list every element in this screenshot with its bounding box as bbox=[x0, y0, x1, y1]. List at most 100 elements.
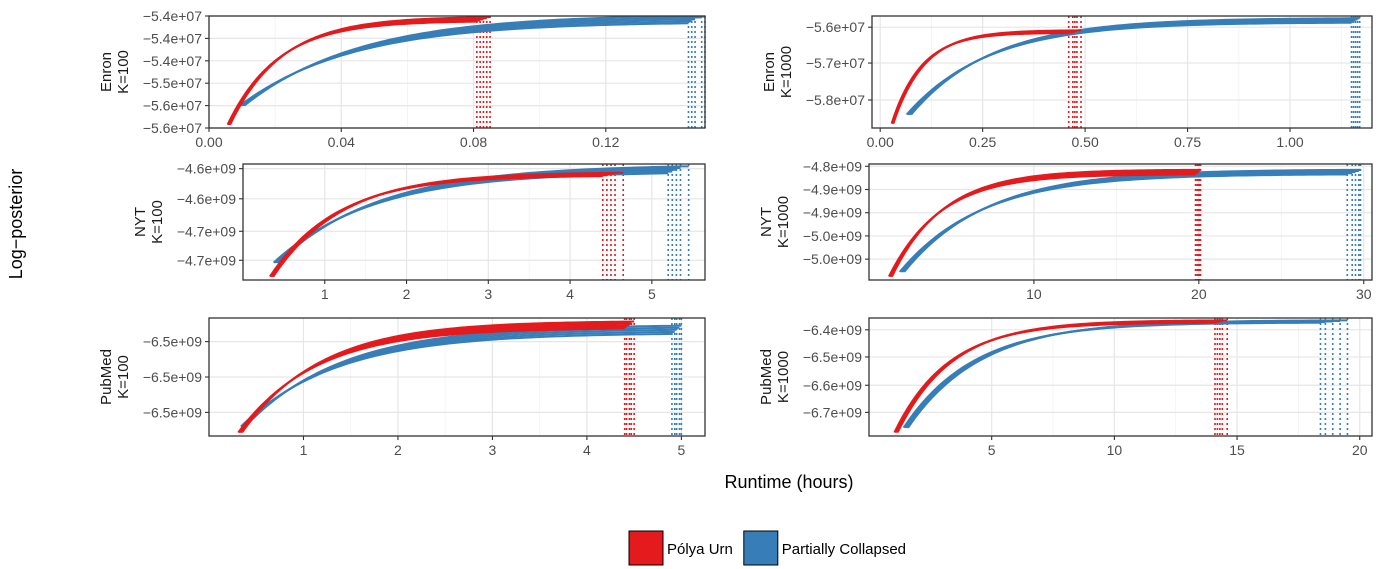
facet-strip-line: Enron bbox=[98, 52, 115, 92]
y-tick-label: −5.7e+07 bbox=[806, 55, 865, 71]
facet-strip-line: K=1000 bbox=[778, 46, 795, 98]
x-tick-label: 15 bbox=[1229, 442, 1245, 458]
panel-border bbox=[242, 163, 706, 281]
y-tick-label: −4.9e+09 bbox=[803, 182, 862, 198]
series-line bbox=[229, 16, 491, 126]
panel-background bbox=[869, 164, 1372, 280]
facet-strip-label: EnronK=100 bbox=[98, 50, 132, 94]
y-tick-label: −4.8e+09 bbox=[803, 158, 862, 174]
x-tick-label: 0.12 bbox=[592, 134, 619, 150]
y-tick-label: −5.0e+09 bbox=[803, 251, 862, 267]
panel-border bbox=[868, 163, 1373, 281]
x-tick-label: 0.00 bbox=[195, 134, 222, 150]
facet-strip-line: K=1000 bbox=[775, 351, 792, 403]
x-tick-label: 4 bbox=[566, 286, 574, 302]
legend: Pólya Urn Partially Collapsed bbox=[628, 530, 906, 566]
x-tick-label: 1.00 bbox=[1276, 134, 1303, 150]
series-line bbox=[241, 320, 635, 434]
x-axis-title: Runtime (hours) bbox=[724, 472, 853, 492]
facet-strip-line: NYT bbox=[132, 207, 149, 237]
x-tick-label: 1 bbox=[300, 442, 308, 458]
panel-border bbox=[871, 15, 1373, 129]
y-tick-label: −5.6e+07 bbox=[143, 120, 202, 136]
facet-strip-label: NYTK=1000 bbox=[758, 196, 792, 248]
facet-strip-line: K=100 bbox=[149, 200, 166, 244]
x-tick-label: 30 bbox=[1356, 286, 1372, 302]
series-line bbox=[910, 17, 1360, 116]
x-tick-label: 1 bbox=[321, 286, 329, 302]
legend-swatch bbox=[743, 530, 779, 566]
x-tick-label: 0.04 bbox=[328, 134, 355, 150]
x-tick-label: 2 bbox=[403, 286, 411, 302]
legend-label: Pólya Urn bbox=[667, 541, 733, 558]
y-tick-label: −5.6e+07 bbox=[143, 98, 202, 114]
x-tick-label: 10 bbox=[1026, 286, 1042, 302]
x-tick-label: 5 bbox=[648, 286, 656, 302]
facet-strip-line: PubMed bbox=[758, 349, 775, 405]
facet-panel: 1 2 3 4 5 −4.7e+09 −4.7e+09 −4.6e+09 −4.6e+09 NYT… bbox=[132, 161, 706, 302]
x-tick-label: 5 bbox=[988, 442, 996, 458]
panel-border bbox=[208, 15, 706, 129]
series-line bbox=[243, 15, 705, 107]
y-tick-label: −6.5e+09 bbox=[143, 404, 202, 420]
series-line bbox=[896, 319, 1228, 433]
x-tick-label: 4 bbox=[583, 442, 591, 458]
facet-panel: 0.00 0.25 0.50 0.75 1.00 −5.8e+07 −5.7e+07 −5.6… bbox=[761, 15, 1373, 150]
x-tick-label: 2 bbox=[394, 442, 402, 458]
y-tick-label: −6.6e+09 bbox=[803, 377, 862, 393]
y-tick-label: −4.6e+09 bbox=[177, 161, 236, 177]
panel-background bbox=[869, 318, 1372, 436]
y-tick-label: −5.4e+07 bbox=[143, 30, 202, 46]
y-tick-label: −4.9e+09 bbox=[803, 205, 862, 221]
x-tick-label: 0.75 bbox=[1174, 134, 1201, 150]
y-tick-label: −5.8e+07 bbox=[806, 92, 865, 108]
legend-item: Pólya Urn bbox=[628, 530, 733, 566]
x-tick-label: 10 bbox=[1107, 442, 1123, 458]
y-tick-label: −6.4e+09 bbox=[803, 322, 862, 338]
x-tick-label: 0.25 bbox=[969, 134, 996, 150]
y-tick-label: −6.5e+09 bbox=[143, 334, 202, 350]
legend-item: Partially Collapsed bbox=[743, 530, 906, 566]
facet-panels: 0.00 0.04 0.08 0.12 −5.6e+07 −5.6e+07 −5.5e+07… bbox=[98, 8, 1373, 458]
facet-strip-line: K=100 bbox=[115, 50, 132, 94]
facet-panel: 1 2 3 4 5 −6.5e+09 −6.5e+09 −6.5e+09 PubMedK=100 bbox=[98, 317, 706, 458]
facet-strip-line: Enron bbox=[761, 52, 778, 92]
facet-strip-label: PubMedK=1000 bbox=[758, 349, 792, 405]
x-tick-label: 3 bbox=[484, 286, 492, 302]
x-tick-label: 0.00 bbox=[867, 134, 894, 150]
panel-border bbox=[868, 317, 1373, 437]
y-tick-label: −6.5e+09 bbox=[803, 349, 862, 365]
x-tick-label: 5 bbox=[677, 442, 685, 458]
y-tick-label: −5.4e+07 bbox=[143, 8, 202, 24]
y-tick-label: −6.5e+09 bbox=[143, 369, 202, 385]
facet-panel: 10 20 30 −5.0e+09 −5.0e+09 −4.9e+09 −4.9e+09 −4… bbox=[758, 158, 1373, 302]
legend-swatch bbox=[628, 530, 664, 566]
facet-panel: 5 10 15 20 −6.7e+09 −6.6e+09 −6.5e+09 −6.4e+09 P… bbox=[758, 317, 1373, 458]
x-tick-label: 20 bbox=[1191, 286, 1207, 302]
facet-strip-line: PubMed bbox=[98, 349, 115, 405]
y-tick-label: −4.7e+09 bbox=[177, 223, 236, 239]
y-tick-label: −6.7e+09 bbox=[803, 404, 862, 420]
x-tick-label: 0.50 bbox=[1071, 134, 1098, 150]
y-axis-title: Log−posterior bbox=[6, 169, 26, 280]
x-tick-label: 0.08 bbox=[460, 134, 487, 150]
x-tick-label: 3 bbox=[489, 442, 497, 458]
y-tick-label: −4.7e+09 bbox=[177, 252, 236, 268]
legend-label: Partially Collapsed bbox=[782, 541, 906, 558]
facet-strip-label: PubMedK=100 bbox=[98, 349, 132, 405]
facet-strip-line: K=100 bbox=[115, 355, 132, 399]
y-tick-label: −5.5e+07 bbox=[143, 75, 202, 91]
series-line bbox=[892, 29, 1082, 124]
y-tick-label: −4.6e+09 bbox=[177, 191, 236, 207]
y-tick-label: −5.4e+07 bbox=[143, 53, 202, 69]
facet-strip-label: NYTK=100 bbox=[132, 200, 166, 244]
y-tick-label: −5.0e+09 bbox=[803, 228, 862, 244]
facet-strip-label: EnronK=1000 bbox=[761, 46, 795, 98]
series-line bbox=[891, 168, 1201, 277]
series-line bbox=[907, 319, 1348, 429]
panel-background bbox=[872, 16, 1372, 128]
series-line bbox=[272, 171, 624, 278]
x-tick-label: 20 bbox=[1352, 442, 1368, 458]
facet-strip-line: K=1000 bbox=[775, 196, 792, 248]
